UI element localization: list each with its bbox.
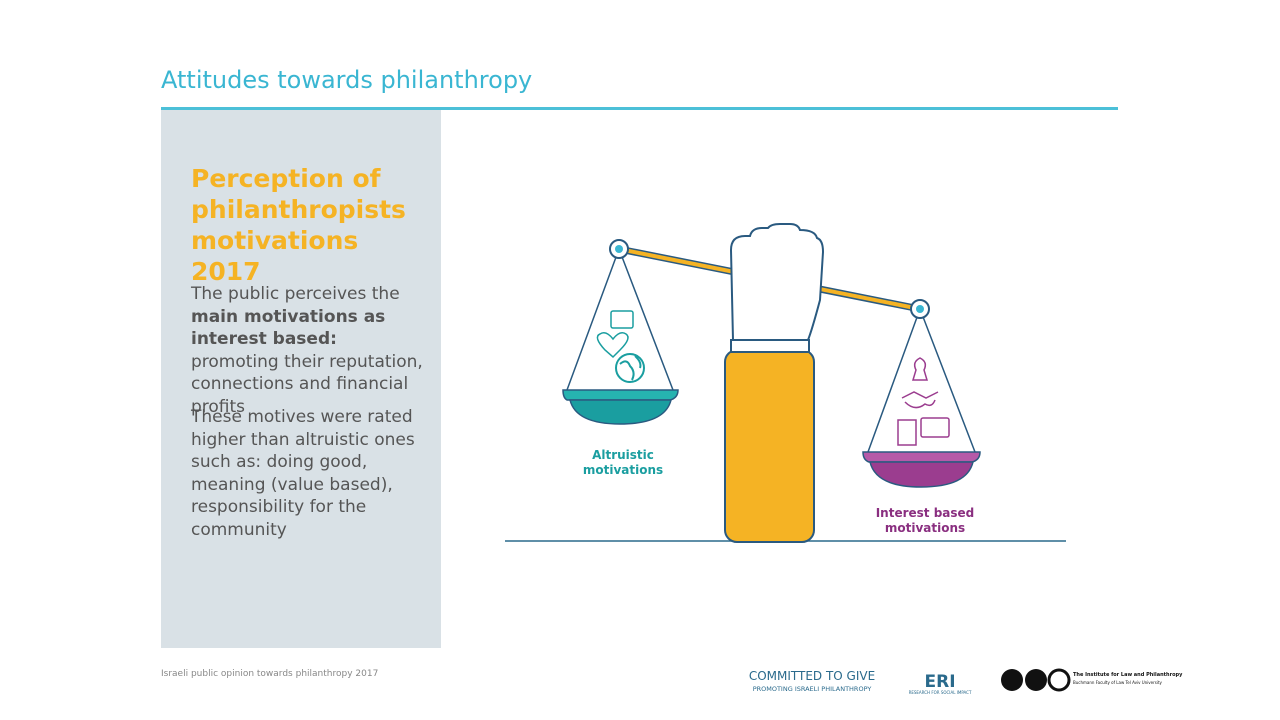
logo3-circle <box>1047 668 1071 692</box>
page-title: Attitudes towards philanthropy <box>161 66 533 94</box>
chat-icon <box>610 310 634 329</box>
right-pan <box>869 461 974 488</box>
label-text-line: motivations <box>583 463 663 477</box>
right-label: Interest based motivations <box>876 506 975 535</box>
label-text: Altruistic <box>592 448 654 462</box>
side-panel <box>161 110 441 648</box>
left-pan-rim <box>562 389 679 401</box>
right-pivot-dot <box>916 305 924 313</box>
logo3-circle <box>1001 669 1023 691</box>
logo1-title: COMMITTED TO GIVE <box>749 669 875 683</box>
paragraph: The public perceives the main motivation… <box>191 283 427 418</box>
logo1-subtitle: PROMOTING ISRAELI PHILANTHROPY <box>753 685 872 693</box>
label-text-line: motivations <box>885 521 965 535</box>
cuff <box>730 339 810 353</box>
hand <box>729 223 825 341</box>
logo2-title: ERI <box>924 672 955 692</box>
calculator-icon <box>897 419 917 446</box>
briefcase-icon <box>920 417 950 438</box>
arm <box>724 349 815 543</box>
left-label: Altruistic motivations <box>583 448 663 477</box>
right-pan-rim <box>862 451 981 463</box>
left-pivot-dot <box>615 245 623 253</box>
logo2-subtitle: RESEARCH FOR SOCIAL IMPACT <box>909 690 972 695</box>
text: The public perceives the <box>191 284 400 304</box>
text: promoting their reputation, connections … <box>191 351 423 417</box>
source-note: Israeli public opinion towards philanthr… <box>161 669 379 679</box>
title-rule <box>161 107 1118 110</box>
handshake-icon <box>901 391 939 409</box>
globe-land <box>619 355 642 381</box>
logo3-subtitle: Buchmann Faculty of Law Tel Aviv Univers… <box>1073 680 1163 685</box>
logo3-title: The Institute for Law and Philanthropy <box>1073 672 1183 678</box>
left-strings <box>566 248 674 391</box>
bold-text: main motivations as interest based: <box>191 306 386 350</box>
right-strings <box>867 308 976 453</box>
globe-icon <box>615 353 645 383</box>
paragraph: These motives were rated higher than alt… <box>191 407 415 540</box>
logo3-circle <box>1025 669 1047 691</box>
panel-heading: Perception of philanthropists motivation… <box>191 164 406 286</box>
chess-icon <box>911 357 929 381</box>
left-pan <box>569 399 672 425</box>
heart-icon <box>596 332 629 359</box>
label-text: Interest based <box>876 506 975 520</box>
